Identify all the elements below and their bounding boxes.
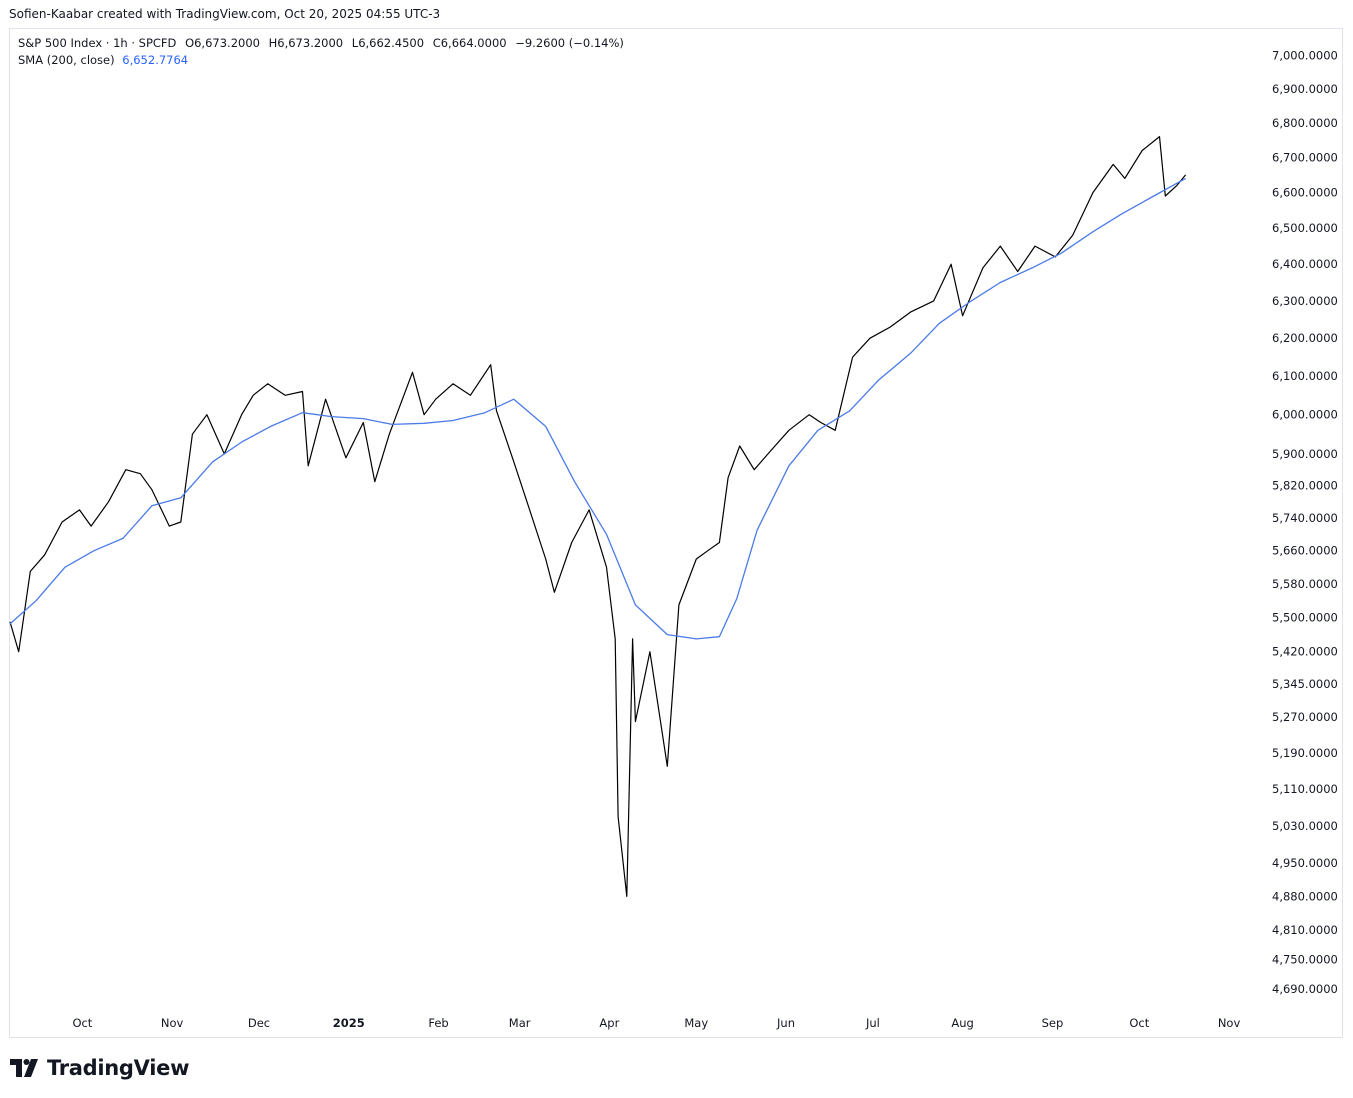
y-tick-label: 6,300.0000 [1272,294,1338,308]
chart-frame[interactable] [9,28,1343,1038]
y-tick-label: 5,110.0000 [1272,782,1338,796]
low-value: L6,662.4500 [351,36,425,50]
x-tick-label: Feb [428,1016,448,1030]
y-tick-label: 5,345.0000 [1272,677,1338,691]
y-tick-label: 6,900.0000 [1272,82,1338,96]
x-tick-label: Jul [865,1016,880,1030]
y-tick-label: 5,500.0000 [1272,611,1338,625]
tradingview-logo[interactable]: TradingView [10,1056,189,1080]
tradingview-logo-icon [10,1059,38,1077]
y-tick-label: 4,950.0000 [1272,856,1338,870]
y-tick-label: 6,800.0000 [1272,116,1338,130]
y-tick-label: 6,200.0000 [1272,331,1338,345]
y-tick-label: 7,000.0000 [1272,48,1338,62]
sma-value: 6,652.7764 [122,53,189,67]
symbol-label: S&P 500 Index · 1h · SPCFD [18,36,177,50]
x-tick-label: Aug [951,1016,973,1030]
sma-series-line [9,177,1186,640]
y-tick-label: 4,690.0000 [1272,982,1338,996]
x-tick-label: 2025 [333,1016,365,1030]
chart-legend: S&P 500 Index · 1h · SPCFD O6,673.2000 H… [18,35,624,69]
y-tick-label: 4,810.0000 [1272,923,1338,937]
close-value: C6,664.0000 [432,36,507,50]
y-tick-label: 5,580.0000 [1272,577,1338,591]
chart-credit: Sofien-Kaabar created with TradingView.c… [9,7,441,21]
y-tick-label: 4,880.0000 [1272,889,1338,903]
y-tick-label: 5,660.0000 [1272,544,1338,558]
y-tick-label: 5,740.0000 [1272,511,1338,525]
high-value: H6,673.2000 [268,36,344,50]
x-tick-label: Sep [1042,1016,1064,1030]
y-tick-label: 6,600.0000 [1272,185,1338,199]
x-tick-label: Nov [161,1016,184,1030]
y-tick-label: 5,030.0000 [1272,819,1338,833]
x-tick-label: Oct [72,1016,92,1030]
y-tick-label: 5,420.0000 [1272,645,1338,659]
y-tick-label: 5,900.0000 [1272,447,1338,461]
ohlc-legend-row: S&P 500 Index · 1h · SPCFD O6,673.2000 H… [18,35,624,52]
y-tick-label: 4,750.0000 [1272,952,1338,966]
y-tick-label: 5,190.0000 [1272,746,1338,760]
x-tick-label: Apr [599,1016,619,1030]
y-tick-label: 6,100.0000 [1272,369,1338,383]
x-tick-label: Oct [1129,1016,1149,1030]
y-tick-label: 6,500.0000 [1272,221,1338,235]
x-tick-label: May [684,1016,708,1030]
sma-label: SMA (200, close) [18,53,115,67]
sma-legend-row: SMA (200, close) 6,652.7764 [18,52,624,69]
y-tick-label: 6,700.0000 [1272,150,1338,164]
open-value: O6,673.2000 [185,36,260,50]
tradingview-wordmark: TradingView [47,1056,190,1080]
y-tick-label: 5,270.0000 [1272,710,1338,724]
price-series-line [9,136,1187,898]
y-tick-label: 6,400.0000 [1272,257,1338,271]
x-tick-label: Nov [1218,1016,1241,1030]
x-tick-label: Dec [248,1016,270,1030]
change-value: −9.2600 (−0.14%) [515,36,624,50]
x-tick-label: Mar [509,1016,531,1030]
y-tick-label: 6,000.0000 [1272,408,1338,422]
y-tick-label: 5,820.0000 [1272,479,1338,493]
x-tick-label: Jun [776,1016,795,1030]
